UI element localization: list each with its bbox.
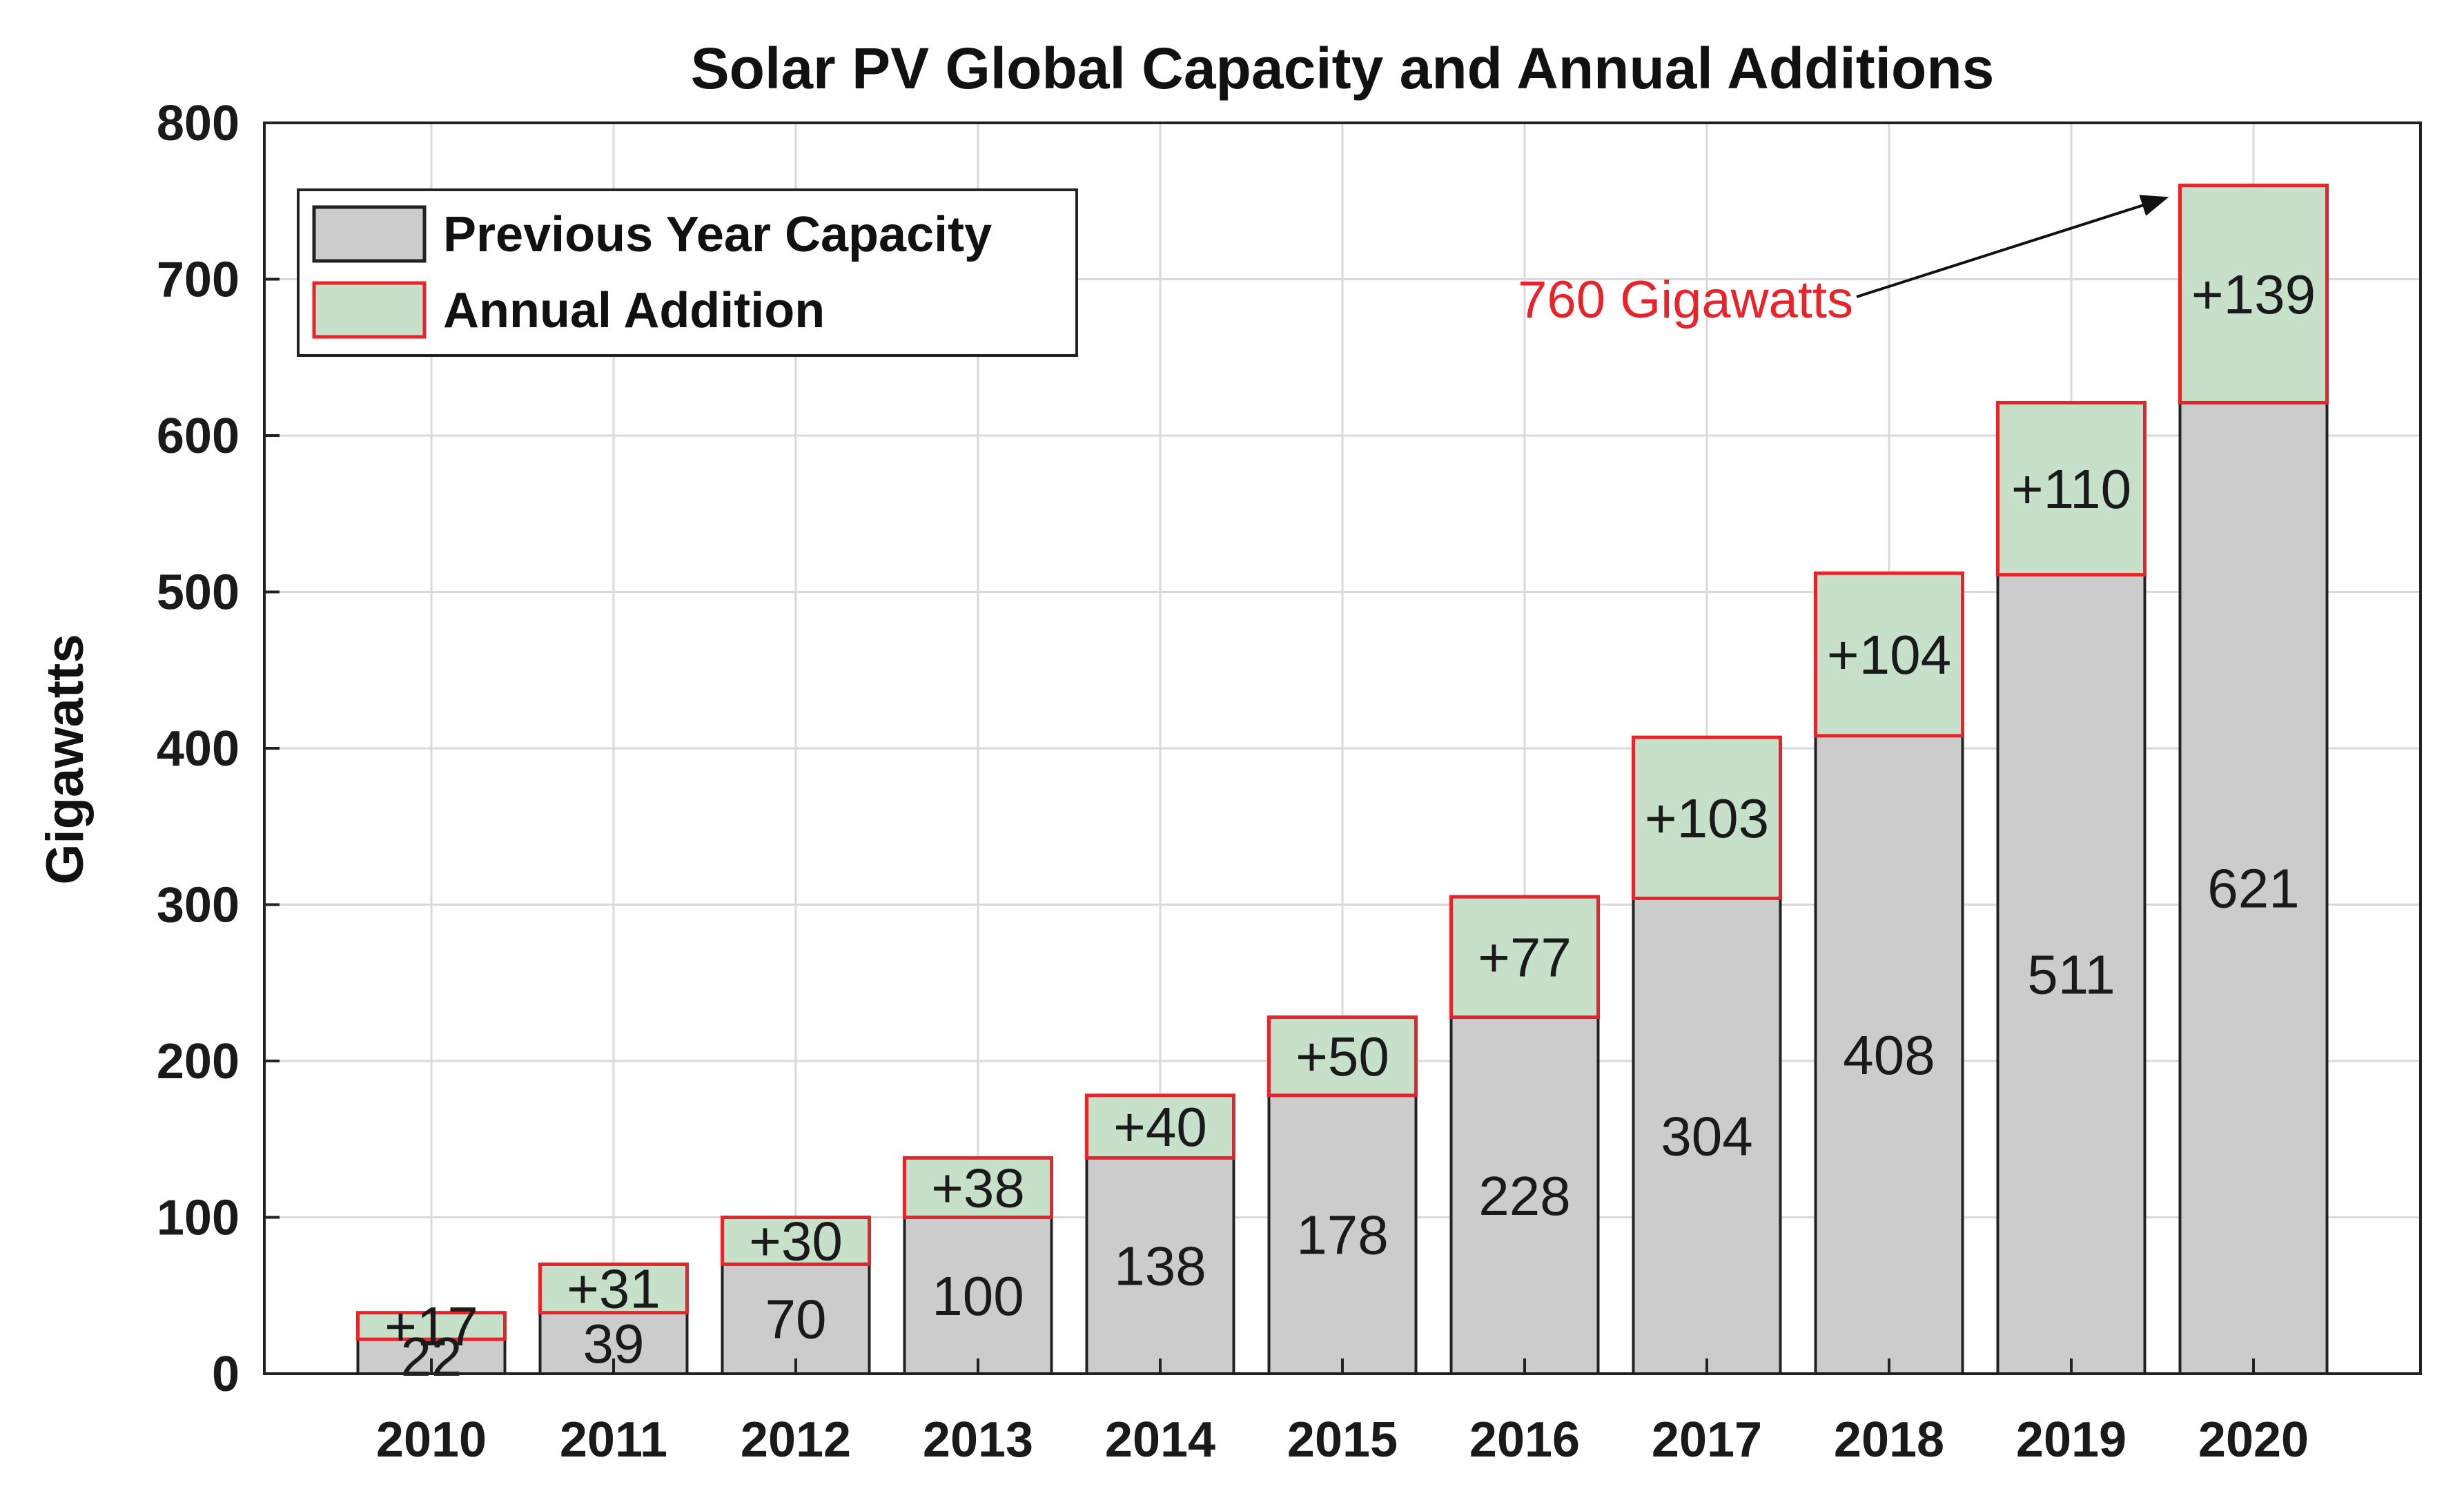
label-previous-capacity-2017: 304: [1661, 1106, 1752, 1167]
y-tick-label-300: 300: [157, 878, 239, 933]
bar-annual-addition-2017: [1632, 735, 1782, 900]
chart-title: Solar PV Global Capacity and Annual Addi…: [691, 36, 1995, 101]
label-previous-capacity-2010: 22: [401, 1326, 462, 1387]
x-tick-label-2012: 2012: [741, 1412, 851, 1468]
label-previous-capacity-2018: 408: [1843, 1024, 1935, 1086]
legend-label-previous-capacity: Previous Year Capacity: [443, 207, 992, 262]
label-annual-addition-2017: +103: [1645, 788, 1769, 849]
label-annual-addition-2010: +17: [384, 1296, 478, 1357]
y-tick-label-0: 0: [212, 1347, 239, 1402]
y-axis-label: Gigawatts: [36, 634, 95, 884]
label-previous-capacity-2016: 228: [1478, 1165, 1570, 1227]
bar-previous-capacity-2013: [903, 1216, 1053, 1375]
x-tick-label-2011: 2011: [560, 1412, 667, 1468]
bar-previous-capacity-2017: [1632, 897, 1782, 1375]
label-annual-addition-2012: +30: [749, 1210, 843, 1272]
bar-previous-capacity-2018: [1814, 734, 1964, 1375]
bar-previous-capacity-2019: [1996, 573, 2147, 1376]
bar-previous-capacity-2014: [1085, 1156, 1235, 1376]
label-annual-addition-2015: +50: [1295, 1026, 1389, 1087]
label-previous-capacity-2019: 511: [2027, 944, 2115, 1005]
legend-swatch-previous-capacity: [312, 205, 427, 263]
legend: Previous Year Capacity Annual Addition: [297, 188, 1078, 357]
capacity-annotation: 760 Gigawatts: [1518, 195, 2169, 329]
bar-previous-capacity-2012: [721, 1263, 871, 1375]
label-previous-capacity-2020: 621: [2207, 858, 2299, 919]
label-annual-addition-2016: +77: [1478, 926, 1572, 988]
x-tick-label-2010: 2010: [376, 1412, 487, 1468]
x-tick-label-2017: 2017: [1652, 1412, 1762, 1468]
x-tick-label-2020: 2020: [2198, 1412, 2309, 1468]
label-previous-capacity-2012: 70: [765, 1289, 827, 1350]
y-tick-label-600: 600: [157, 409, 239, 464]
bar-annual-addition-2011: [538, 1262, 689, 1315]
x-tick-label-2015: 2015: [1287, 1412, 1398, 1468]
label-previous-capacity-2013: 100: [932, 1265, 1024, 1327]
bars: [356, 184, 2329, 1376]
label-previous-capacity-2015: 178: [1296, 1204, 1388, 1265]
bar-annual-addition-2018: [1814, 571, 1964, 738]
y-tick-label-400: 400: [157, 721, 239, 777]
label-annual-addition-2014: +40: [1113, 1096, 1207, 1158]
bar-annual-addition-2019: [1996, 400, 2147, 577]
legend-box: [297, 188, 1078, 357]
bar-annual-addition-2015: [1267, 1015, 1418, 1098]
y-tick-label-200: 200: [157, 1034, 239, 1089]
y-tick-label-500: 500: [157, 565, 239, 621]
x-tick-label-2016: 2016: [1469, 1412, 1580, 1468]
legend-label-annual-addition: Annual Addition: [443, 283, 825, 338]
label-annual-addition-2020: +139: [2191, 264, 2316, 325]
y-tick-label-700: 700: [157, 253, 239, 308]
label-annual-addition-2011: +31: [567, 1258, 661, 1320]
bar-annual-addition-2016: [1449, 895, 1600, 1020]
legend-swatch-annual-addition: [312, 281, 427, 339]
label-previous-capacity-2014: 138: [1114, 1236, 1206, 1297]
y-axis-ticks: 0 100 200 300 400 500 600 700 800: [157, 96, 280, 1402]
x-tick-label-2019: 2019: [2016, 1412, 2126, 1468]
bar-annual-addition-2010: [356, 1311, 507, 1341]
bar-previous-capacity-2016: [1449, 1015, 1600, 1375]
bar-annual-addition-2020: [2178, 184, 2329, 405]
x-tick-label-2018: 2018: [1834, 1412, 1944, 1468]
x-tick-label-2013: 2013: [923, 1412, 1033, 1468]
label-annual-addition-2013: +38: [931, 1157, 1025, 1218]
label-annual-addition-2019: +110: [2011, 458, 2131, 520]
label-annual-addition-2018: +104: [1827, 624, 1951, 685]
y-tick-label-100: 100: [157, 1191, 239, 1246]
bar-annual-addition-2013: [903, 1156, 1053, 1220]
x-axis-ticks: 2010 2011 2012 2013 2014 2015 2016 2017 2018 2019…: [376, 1358, 2309, 1468]
bar-annual-addition-2012: [721, 1216, 871, 1266]
bar-previous-capacity-2015: [1267, 1093, 1418, 1375]
annotation-text: 760 Gigawatts: [1518, 271, 1853, 329]
bar-previous-capacity-2020: [2178, 401, 2329, 1375]
x-tick-label-2014: 2014: [1105, 1412, 1215, 1468]
bar-annual-addition-2014: [1085, 1093, 1235, 1160]
y-tick-label-800: 800: [157, 96, 239, 151]
annotation-arrow: [1856, 195, 2169, 298]
